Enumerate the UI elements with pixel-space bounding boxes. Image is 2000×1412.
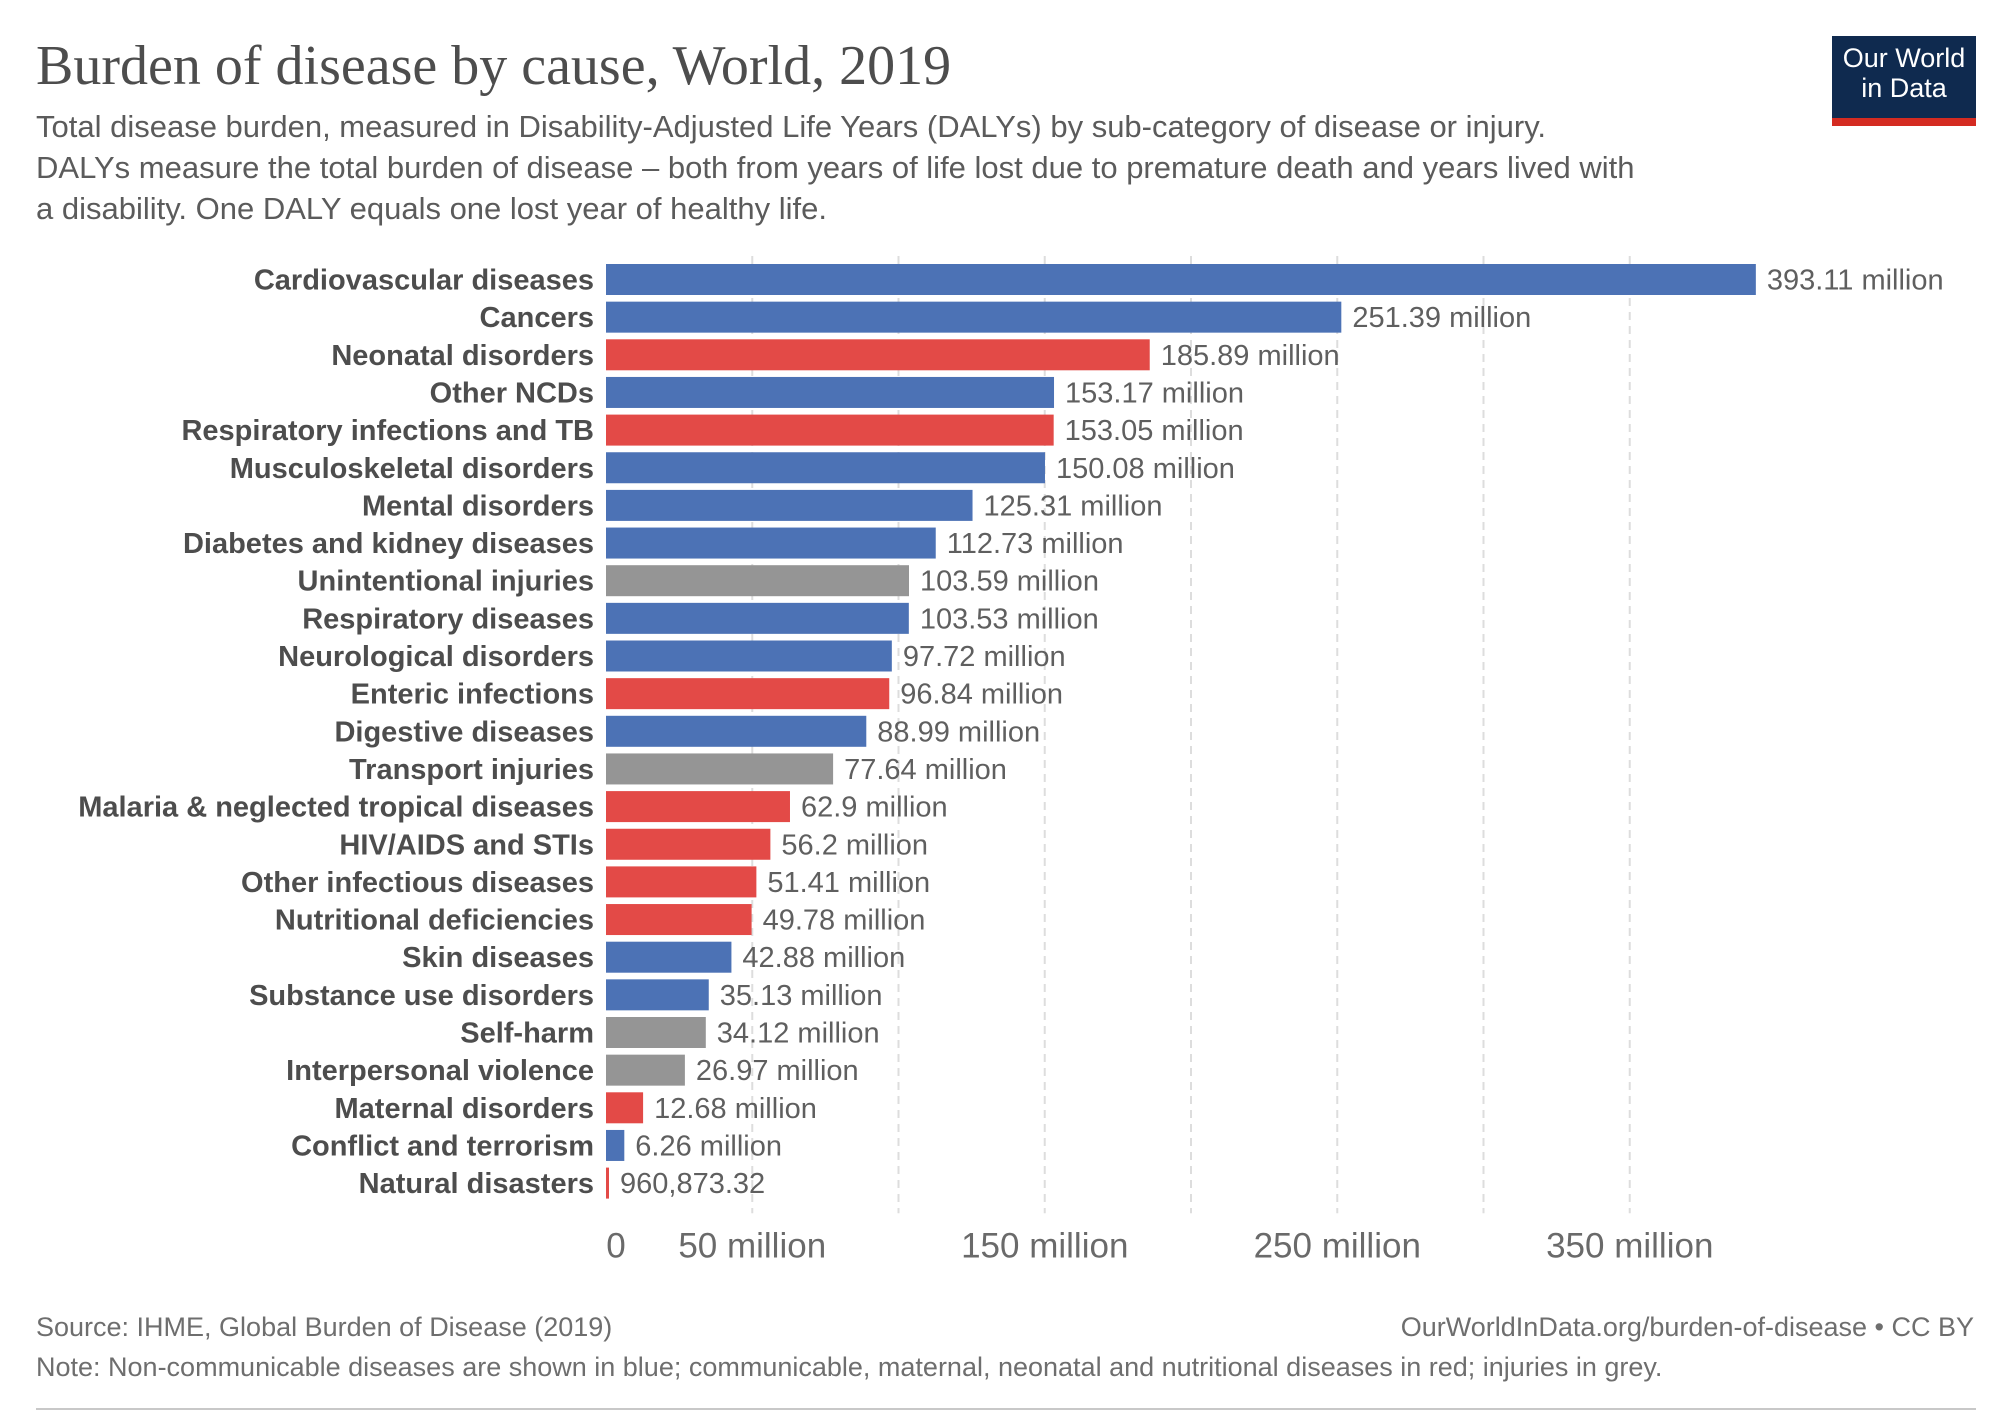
value-label: 103.53 million: [920, 603, 1099, 635]
source-link[interactable]: OurWorldInData.org/burden-of-disease • C…: [1400, 1312, 1974, 1342]
category-label: Conflict and terrorism: [291, 1130, 594, 1162]
category-label: Respiratory diseases: [302, 603, 594, 635]
bar: [606, 866, 757, 898]
axis-tick-label: 350 million: [1546, 1226, 1713, 1265]
value-label: 56.2 million: [781, 829, 928, 861]
bar: [606, 414, 1054, 446]
logo-accent-bar: [1832, 118, 1976, 126]
value-label: 35.13 million: [720, 980, 883, 1012]
bar: [606, 1167, 609, 1199]
axis-tick-label: 150 million: [961, 1226, 1128, 1265]
value-label: 26.97 million: [696, 1055, 859, 1087]
bar: [606, 527, 936, 559]
bar: [606, 264, 1756, 295]
bar: [606, 640, 892, 672]
note-text: Note: Non-communicable diseases are show…: [36, 1352, 1663, 1382]
bar: [606, 791, 790, 823]
value-label: 393.11 million: [1767, 265, 1944, 297]
value-label: 251.39 million: [1352, 302, 1531, 334]
bar: [606, 828, 771, 860]
category-label: Natural disasters: [359, 1168, 594, 1200]
bar: [606, 339, 1150, 371]
axis-tick-label: 250 million: [1254, 1226, 1421, 1265]
value-label: 34.12 million: [717, 1018, 880, 1050]
category-label: Other NCDs: [430, 377, 594, 409]
source-text: Source: IHME, Global Burden of Disease (…: [36, 1312, 613, 1342]
subtitle-line: a disability. One DALY equals one lost y…: [36, 191, 827, 226]
category-label: Transport injuries: [349, 754, 594, 786]
value-label: 960,873.32: [620, 1168, 765, 1200]
category-label: Neonatal disorders: [331, 340, 594, 372]
bar: [606, 941, 732, 973]
category-label: Cancers: [480, 302, 594, 334]
value-label: 96.84 million: [900, 679, 1063, 711]
category-label: Skin diseases: [402, 942, 594, 974]
subtitle-line: Total disease burden, measured in Disabi…: [36, 109, 1547, 144]
bar: [606, 979, 709, 1011]
value-label: 51.41 million: [767, 867, 930, 899]
value-label: 153.05 million: [1065, 415, 1244, 447]
category-label: Nutritional deficiencies: [275, 905, 594, 937]
category-label: Musculoskeletal disorders: [230, 453, 594, 485]
category-label: Digestive diseases: [334, 716, 594, 748]
bar: [606, 678, 890, 710]
category-label: Respiratory infections and TB: [181, 415, 594, 447]
category-label: Cardiovascular diseases: [254, 265, 594, 297]
bar: [606, 565, 910, 597]
category-label: Diabetes and kidney diseases: [183, 528, 594, 560]
value-label: 62.9 million: [801, 792, 948, 824]
category-label: Maternal disorders: [335, 1093, 594, 1125]
footer-divider: [36, 1408, 1976, 1410]
owid-logo[interactable]: Our World in Data: [1832, 36, 1976, 126]
category-label: Interpersonal violence: [286, 1055, 594, 1087]
category-label: Self-harm: [460, 1018, 594, 1050]
value-label: 42.88 million: [742, 942, 905, 974]
category-label: Unintentional injuries: [298, 566, 594, 598]
axis-tick-label: 50 million: [678, 1226, 826, 1265]
bar: [606, 1054, 685, 1086]
bar: [606, 904, 752, 936]
bar: [606, 1092, 644, 1124]
category-label: Enteric infections: [351, 679, 594, 711]
logo-line: in Data: [1861, 73, 1947, 103]
value-label: 150.08 million: [1056, 453, 1235, 485]
bar: [606, 301, 1342, 333]
value-label: 77.64 million: [844, 754, 1007, 786]
bar: [606, 715, 867, 747]
axis-tick-label: 0: [606, 1226, 625, 1265]
bar: [606, 376, 1055, 408]
value-label: 125.31 million: [984, 490, 1163, 522]
value-label: 97.72 million: [903, 641, 1066, 673]
category-label: Other infectious diseases: [241, 867, 594, 899]
category-label: HIV/AIDS and STIs: [339, 829, 594, 861]
chart-subtitle: Total disease burden, measured in Disabi…: [36, 106, 1836, 229]
bar: [606, 1129, 625, 1161]
bar: [606, 1017, 706, 1048]
value-label: 6.26 million: [635, 1130, 782, 1162]
value-label: 103.59 million: [920, 566, 1099, 598]
bar: [606, 452, 1045, 484]
value-label: 185.89 million: [1161, 340, 1340, 372]
bar-chart: Cardiovascular diseases 393.11 million Can…: [78, 256, 1944, 1265]
value-label: 88.99 million: [877, 716, 1040, 748]
category-label: Substance use disorders: [249, 980, 594, 1012]
category-label: Mental disorders: [362, 490, 594, 522]
value-label: 112.73 million: [947, 528, 1124, 560]
bar: [606, 602, 909, 634]
value-label: 153.17 million: [1065, 377, 1244, 409]
chart-title: Burden of disease by cause, World, 2019: [36, 35, 952, 97]
bar: [606, 753, 834, 785]
category-label: Neurological disorders: [278, 641, 594, 673]
subtitle-line: DALYs measure the total burden of diseas…: [36, 150, 1635, 185]
logo-line: Our World: [1842, 43, 1966, 73]
value-label: 49.78 million: [763, 905, 926, 937]
value-label: 12.68 million: [654, 1093, 817, 1125]
bar: [606, 489, 973, 521]
category-label: Malaria & neglected tropical diseases: [78, 792, 594, 824]
